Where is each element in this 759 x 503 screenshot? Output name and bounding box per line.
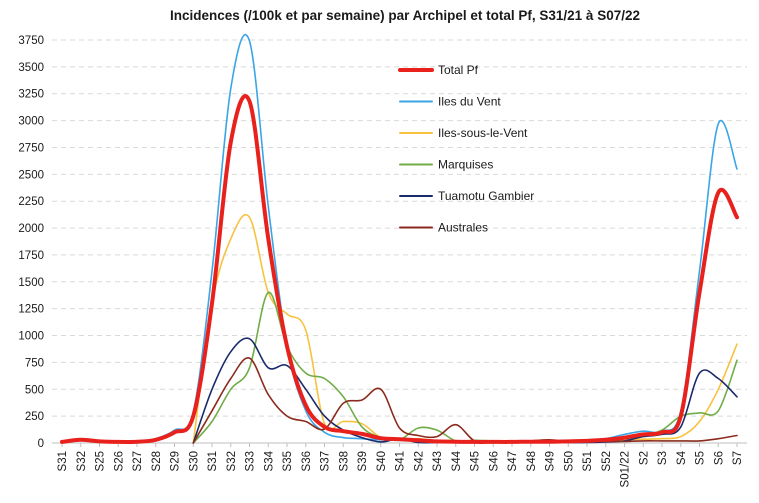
y-tick-label: 0 [38, 438, 44, 450]
y-tick-label: 1250 [18, 304, 44, 316]
x-tick-label: S31 [57, 451, 69, 471]
x-tick-label: S30 [188, 451, 200, 471]
legend-label-iles-sous-le-vent: Iles-sous-le-Vent [438, 126, 528, 140]
legend-label-marquises: Marquises [438, 158, 493, 172]
y-axis-ticks: 0 250 500 750 1000 1250 1500 1750 2000 2250 2500 27… [18, 35, 44, 450]
x-tick-label: S51 [582, 451, 594, 471]
series-line-australes [192, 357, 738, 444]
legend-label-australes: Australes [438, 221, 488, 235]
x-tick-label: S35 [282, 451, 294, 471]
series-line-iles-sous-le-vent [192, 214, 738, 444]
x-tick-label: S42 [413, 451, 425, 471]
x-tick-label: S33 [245, 451, 257, 471]
x-tick-label: S29 [170, 451, 182, 471]
x-tick-label: S32 [76, 451, 88, 471]
legend-label-iles-du-vent: Iles du Vent [438, 95, 501, 109]
x-tick-label: S37 [320, 451, 332, 471]
x-axis: S31 S32 S25 S26 S27 S28 S29 S30 S31 S32 S33 S34 S35 S… [52, 442, 747, 487]
y-tick-label: 2750 [18, 142, 44, 154]
y-tick-label: 500 [25, 384, 44, 396]
x-tick-label: S43 [432, 451, 444, 471]
x-tick-label: S52 [601, 451, 613, 471]
x-tick-label: S40 [376, 451, 388, 471]
x-tick-label: S47 [507, 451, 519, 471]
y-tick-label: 2250 [18, 196, 44, 208]
gridlines [52, 39, 747, 417]
series-line-total-pf [60, 94, 739, 444]
x-tick-label: S36 [301, 451, 313, 471]
y-tick-label: 250 [25, 411, 44, 423]
x-tick-label: S41 [395, 451, 407, 471]
x-tick-label: S50 [563, 451, 575, 471]
series-line-iles-du-vent [61, 33, 738, 443]
chart-title: Incidences (/100k et par semaine) par Ar… [170, 8, 640, 23]
legend: Total Pf Iles du Vent Iles-sous-le-Vent Mar… [398, 63, 534, 235]
y-tick-label: 2500 [18, 169, 44, 181]
y-tick-label: 3500 [18, 62, 44, 74]
legend-label-total-pf: Total Pf [438, 63, 479, 77]
x-tick-label: S39 [357, 451, 369, 471]
y-tick-label: 3000 [18, 116, 44, 128]
y-tick-label: 1000 [18, 331, 44, 343]
x-tick-label: S28 [151, 451, 163, 471]
x-tick-label: S45 [470, 451, 482, 471]
x-tick-label: S01/22 [620, 451, 632, 487]
x-tick-label: S2 [638, 451, 650, 465]
legend-label-tuamotu-gambier: Tuamotu Gambier [438, 189, 534, 203]
x-tick-label: S34 [263, 450, 275, 471]
x-tick-label: S7 [732, 451, 744, 465]
y-tick-label: 2000 [18, 223, 44, 235]
x-tick-label: S38 [338, 451, 350, 471]
x-tick-label: S49 [545, 451, 557, 471]
x-tick-label: S32 [226, 451, 238, 471]
series-line-tuamotu-gambier [192, 337, 738, 444]
y-tick-label: 3250 [18, 89, 44, 101]
x-tick-label: S46 [488, 451, 500, 471]
x-tick-label: S27 [132, 451, 144, 471]
y-tick-label: 750 [25, 357, 44, 369]
x-tick-label: S26 [113, 451, 125, 471]
x-tick-label: S48 [526, 451, 538, 471]
y-tick-label: 1500 [18, 277, 44, 289]
series-lines [60, 33, 739, 444]
y-tick-label: 1750 [18, 250, 44, 262]
x-tick-label: S6 [713, 451, 725, 465]
x-tick-label: S4 [676, 450, 688, 465]
x-tick-label: S44 [451, 450, 463, 471]
x-tick-label: S3 [657, 451, 669, 465]
x-tick-label: S5 [695, 451, 707, 465]
x-tick-label: S25 [95, 451, 107, 471]
x-tick-label: S31 [207, 451, 219, 471]
y-tick-label: 3750 [18, 35, 44, 47]
